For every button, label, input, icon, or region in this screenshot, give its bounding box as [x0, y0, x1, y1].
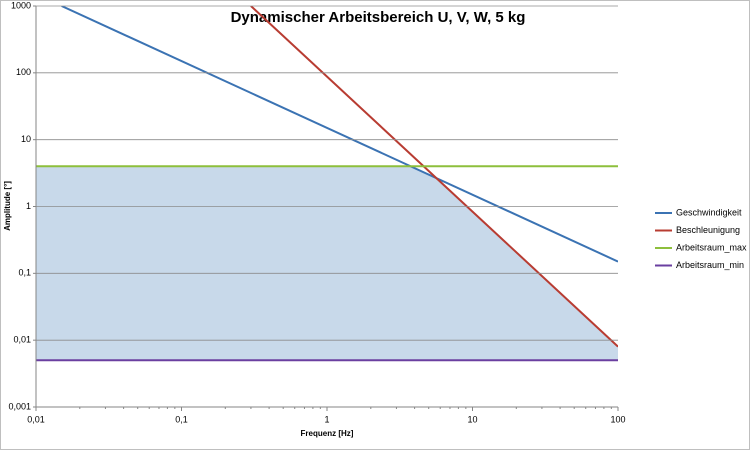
chart-title: Dynamischer Arbeitsbereich U, V, W, 5 kg [231, 9, 526, 26]
x-tick-label: 0,01 [27, 414, 45, 424]
working-area [36, 166, 618, 361]
plot-area [36, 6, 618, 362]
x-tick-label: 1 [324, 414, 329, 424]
y-tick-label: 100 [16, 67, 31, 77]
legend-label: Beschleunigung [676, 225, 740, 235]
series-line [250, 6, 618, 348]
x-axis-title: Frequenz [Hz] [301, 429, 354, 438]
series-line [61, 6, 618, 263]
y-axis-title: Amplitude [°] [3, 181, 12, 231]
y-tick-label: 1000 [11, 0, 31, 10]
legend-label: Geschwindigkeit [676, 207, 742, 217]
y-tick-label: 0,01 [13, 335, 31, 345]
x-tick-label: 10 [467, 414, 477, 424]
legend-label: Arbeitsraum_max [676, 242, 747, 252]
x-tick-label: 100 [610, 414, 625, 424]
x-tick-label: 0,1 [175, 414, 188, 424]
y-tick-label: 10 [21, 134, 31, 144]
y-tick-label: 0,1 [18, 268, 31, 278]
legend-label: Arbeitsraum_min [676, 260, 744, 270]
y-tick-label: 1 [26, 201, 31, 211]
y-tick-label: 0,001 [8, 401, 31, 411]
